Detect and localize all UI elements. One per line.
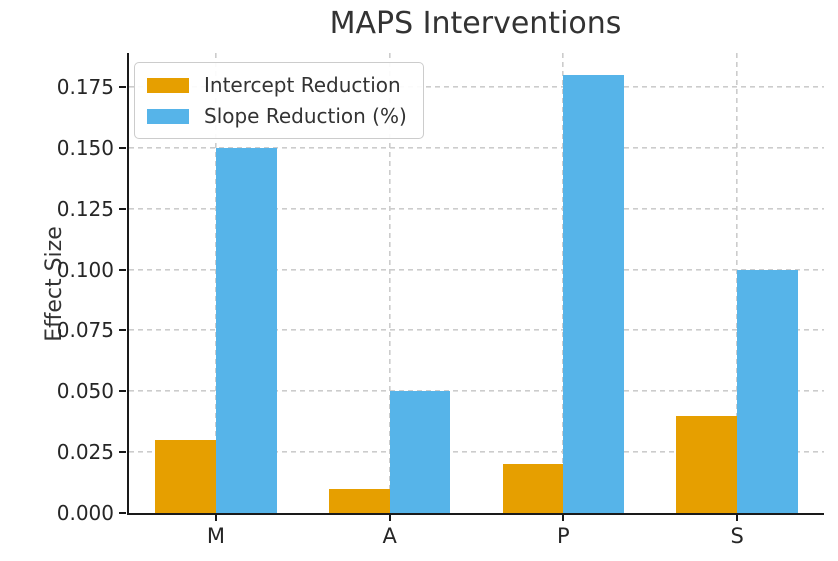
- h-gridline-0.175: [129, 86, 824, 89]
- y-tick-label-0.000: 0.000: [56, 501, 114, 525]
- bar-S-intercept-reduction: [676, 415, 738, 513]
- y-tick-mark-0.150: [119, 146, 126, 149]
- y-tick-label-0.175: 0.175: [56, 75, 114, 100]
- legend-swatch-intercept-reduction: [147, 77, 189, 93]
- x-tick-label-M: M: [206, 524, 225, 548]
- legend-swatch-slope-reduction: [147, 108, 189, 124]
- bar-P-slope-reduction: [563, 74, 625, 513]
- bar-P-intercept-reduction: [502, 464, 564, 513]
- y-tick-mark-0.025: [119, 451, 126, 454]
- y-tick-mark-0.125: [119, 207, 126, 210]
- y-tick-label-0.075: 0.075: [56, 318, 114, 343]
- x-tick-label-A: A: [382, 524, 397, 548]
- y-tick-mark-0.175: [119, 86, 126, 89]
- x-tick-mark-A: [388, 515, 391, 521]
- y-tick-label-0.025: 0.025: [56, 440, 114, 465]
- legend: Intercept Reduction Slope Reduction (%): [134, 62, 424, 139]
- legend-item-slope-reduction: Slope Reduction (%): [147, 104, 407, 128]
- bar-A-slope-reduction: [389, 391, 451, 513]
- h-gridline-0.075: [129, 329, 824, 332]
- h-gridline-0.150: [129, 146, 824, 149]
- plot-area: Intercept Reduction Slope Reduction (%): [127, 53, 824, 515]
- bar-M-intercept-reduction: [155, 439, 216, 513]
- x-tick-label-P: P: [557, 524, 570, 548]
- h-gridline-0.025: [129, 451, 824, 454]
- legend-item-intercept-reduction: Intercept Reduction: [147, 73, 407, 97]
- legend-label-slope-reduction: Slope Reduction (%): [204, 104, 407, 128]
- legend-label-intercept-reduction: Intercept Reduction: [204, 73, 401, 97]
- h-gridline-0.050: [129, 390, 824, 393]
- x-tick-label-S: S: [730, 524, 744, 548]
- y-tick-mark-0.050: [119, 390, 126, 393]
- x-tick-mark-S: [736, 515, 739, 521]
- bar-S-slope-reduction: [737, 269, 798, 513]
- y-tick-label-0.150: 0.150: [56, 135, 114, 160]
- h-gridline-0.125: [129, 207, 824, 210]
- y-tick-label-0.100: 0.100: [56, 257, 114, 282]
- y-tick-mark-0.075: [119, 329, 126, 332]
- bar-M-slope-reduction: [215, 147, 277, 513]
- x-tick-mark-P: [562, 515, 565, 521]
- bars-layer: [129, 53, 824, 513]
- y-tick-mark-0.100: [119, 268, 126, 271]
- y-tick-label-0.125: 0.125: [56, 196, 114, 221]
- bar-A-intercept-reduction: [328, 488, 390, 513]
- h-gridline-0.100: [129, 268, 824, 271]
- y-tick-label-0.050: 0.050: [56, 379, 114, 404]
- chart-title: MAPS Interventions: [329, 6, 622, 41]
- v-gridline-A: [388, 53, 391, 513]
- y-tick-mark-0.000: [119, 512, 126, 514]
- x-tick-mark-M: [214, 515, 217, 521]
